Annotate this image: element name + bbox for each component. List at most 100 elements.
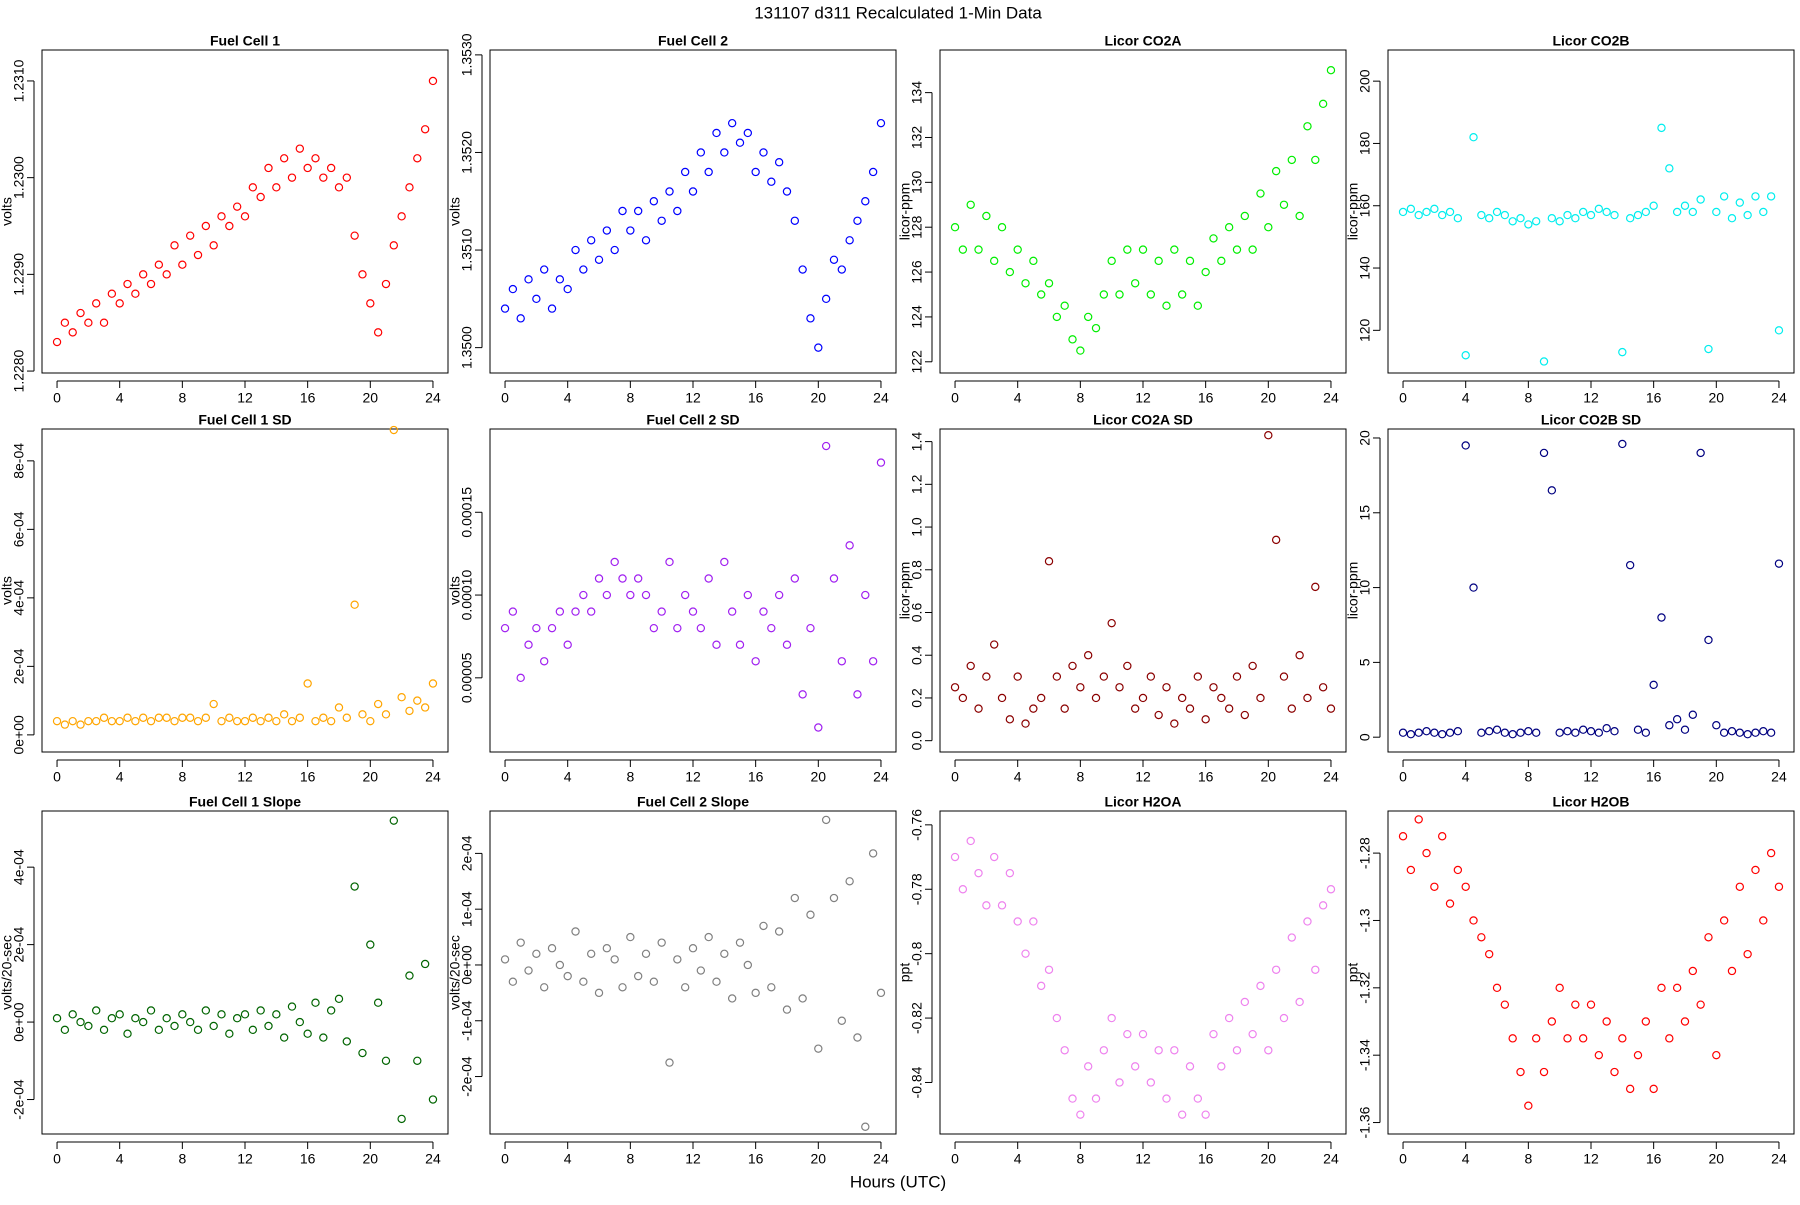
point: [146, 716, 156, 726]
x-tick-label: 20: [1709, 390, 1725, 406]
point: [1766, 728, 1776, 737]
point: [170, 716, 179, 726]
point: [1657, 983, 1666, 993]
point: [350, 231, 359, 240]
point: [1154, 1046, 1163, 1055]
point: [68, 716, 77, 726]
point: [958, 885, 968, 894]
point: [131, 1014, 140, 1023]
point: [193, 1025, 203, 1035]
point: [413, 696, 422, 705]
point: [806, 910, 815, 919]
point: [1672, 207, 1682, 217]
plot-frame: [1387, 810, 1795, 1135]
y-tick-label: 180: [1357, 132, 1373, 156]
point: [720, 148, 729, 157]
point: [1076, 1110, 1085, 1119]
point: [1766, 848, 1776, 858]
point: [657, 607, 666, 616]
point: [735, 138, 745, 147]
point: [1649, 680, 1658, 690]
point: [743, 590, 753, 600]
panel-title: Licor H2OB: [1552, 794, 1629, 810]
point: [759, 148, 768, 157]
x-tick-label: 4: [564, 769, 572, 785]
point: [1743, 949, 1752, 959]
point: [989, 256, 999, 266]
x-axis-label: Hours (UTC): [850, 1172, 946, 1191]
x-tick-label: 16: [1198, 769, 1214, 785]
point: [1326, 704, 1336, 713]
point: [1422, 207, 1431, 217]
x-tick-label: 0: [951, 390, 959, 406]
point: [1774, 559, 1784, 568]
point: [1224, 1013, 1234, 1023]
x-tick-label: 20: [1709, 1151, 1725, 1167]
point: [1422, 727, 1431, 736]
point: [1036, 290, 1046, 299]
point: [1406, 729, 1416, 739]
point: [1414, 728, 1423, 737]
panel: Fuel Cell 1 Slope volts/20-sec -2e-04 0e+00…: [0, 794, 449, 1167]
point: [845, 541, 854, 550]
point: [814, 1044, 823, 1053]
x-tick-label: 12: [1135, 1151, 1151, 1167]
point: [1696, 448, 1705, 458]
point: [1437, 832, 1447, 841]
x-tick-label: 8: [626, 390, 634, 406]
point: [1044, 279, 1054, 288]
point: [641, 236, 651, 245]
point: [201, 713, 211, 722]
point: [1256, 981, 1265, 991]
point: [1688, 710, 1698, 719]
plot-frame: [489, 49, 897, 374]
x-tick-label: 12: [1135, 390, 1151, 406]
point: [1318, 99, 1328, 109]
point: [1201, 267, 1210, 277]
point: [571, 927, 580, 936]
point: [201, 1006, 211, 1015]
point: [1115, 290, 1124, 299]
panel-title: Fuel Cell 2 Slope: [637, 794, 749, 810]
point: [326, 716, 336, 726]
x-tick-label: 8: [1076, 1151, 1084, 1167]
point: [516, 673, 525, 683]
point: [594, 988, 604, 998]
point: [571, 245, 580, 255]
x-tick-label: 4: [564, 1151, 572, 1167]
point: [1680, 201, 1690, 210]
point: [405, 971, 414, 980]
point: [389, 241, 399, 250]
point: [1602, 1017, 1611, 1026]
point: [1508, 1034, 1517, 1043]
point: [146, 279, 156, 289]
point: [123, 279, 132, 289]
x-tick-label: 0: [1399, 390, 1407, 406]
y-tick-label: 0.0: [909, 731, 925, 751]
point: [1641, 207, 1651, 217]
x-tick-label: 16: [1646, 390, 1662, 406]
point: [524, 966, 533, 975]
point: [1279, 672, 1289, 681]
point: [767, 623, 776, 633]
point: [1641, 1017, 1651, 1026]
y-tick-label: 6e-04: [11, 511, 27, 547]
panel: Licor CO2B SD licor-ppm 0 5 10 15 20 0 4 8 12 16 20 2…: [1345, 412, 1795, 785]
x-tick-label: 0: [53, 769, 61, 785]
point: [272, 183, 281, 192]
point: [217, 212, 226, 221]
point: [366, 299, 375, 308]
x-tick-label: 20: [363, 1151, 379, 1167]
point: [1060, 1046, 1069, 1055]
point: [178, 713, 187, 722]
point: [358, 1048, 367, 1058]
point: [1500, 210, 1510, 220]
point: [91, 299, 101, 308]
point: [1727, 213, 1737, 223]
point: [428, 1095, 438, 1104]
point: [84, 716, 93, 726]
y-tick-label: 1.2300: [11, 156, 27, 199]
y-tick-label: 1.4: [909, 432, 925, 452]
point: [1461, 351, 1470, 360]
point: [1469, 583, 1478, 592]
